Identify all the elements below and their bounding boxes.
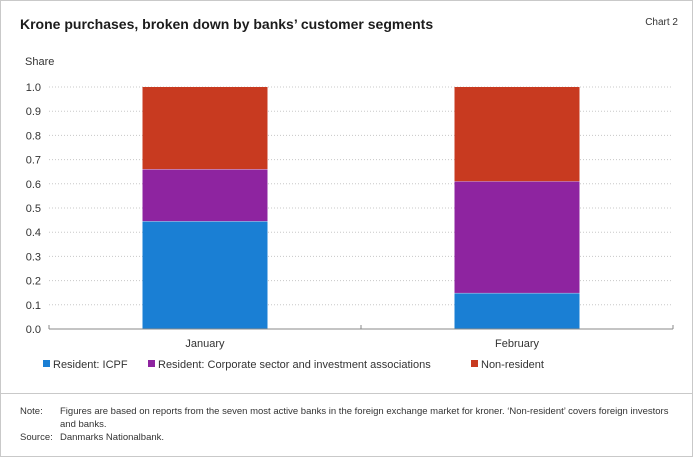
y-tick-label: 0.3 [26,251,41,263]
y-tick-label: 0.0 [26,324,41,336]
bar-february-series-0 [454,293,580,329]
note-label: Note: [20,406,43,417]
y-tick-label: 0.6 [26,179,41,191]
x-axis: January February [48,325,674,350]
chart-title: Krone purchases, broken down by banks’ c… [20,16,434,32]
y-axis-ticks: 0.0 0.1 0.2 0.3 0.4 0.5 0.6 0.7 0.8 0.9 1.0 [26,82,41,336]
x-tick-label: January [185,338,225,350]
legend-label-corporate: Resident: Corporate sector and investmen… [158,359,431,371]
legend-swatch-corporate [148,360,155,367]
y-tick-label: 0.9 [26,106,41,118]
legend-swatch-icpf [43,360,50,367]
y-tick-label: 0.7 [26,155,41,167]
legend-item-corporate: Resident: Corporate sector and investmen… [148,359,431,371]
bars [142,87,580,329]
chart-number: Chart 2 [645,17,678,28]
legend-label-icpf: Resident: ICPF [53,359,128,371]
y-tick-label: 0.1 [26,300,41,312]
bar-february-series-1 [454,181,580,294]
source-text: Danmarks Nationalbank. [60,432,165,443]
source-label: Source: [20,432,53,443]
bar-february-series-2 [454,87,580,182]
y-tick-label: 0.5 [26,203,41,215]
y-axis-label: Share [25,56,54,68]
legend-swatch-non-resident [471,360,478,367]
y-tick-label: 0.2 [26,276,41,288]
y-tick-label: 0.8 [26,130,41,142]
stacked-bar-chart: Share 0.00.10.20.30.40.50.60.70.80.91.0 … [25,56,674,350]
y-tick-label: 1.0 [26,82,41,94]
note-text: Figures are based on reports from the se… [60,406,669,430]
x-tick-label: February [495,338,540,350]
chart-notes: Note: Figures are based on reports from … [20,405,680,444]
bar-january-series-2 [142,87,268,170]
bar-january-series-0 [142,221,268,329]
legend-label-non-resident: Non-resident [481,359,544,371]
divider [1,393,692,394]
bar-january-series-1 [142,169,268,222]
y-tick-label: 0.4 [26,227,41,239]
legend-item-icpf: Resident: ICPF [43,359,128,371]
legend-item-non-resident: Non-resident [471,359,544,371]
